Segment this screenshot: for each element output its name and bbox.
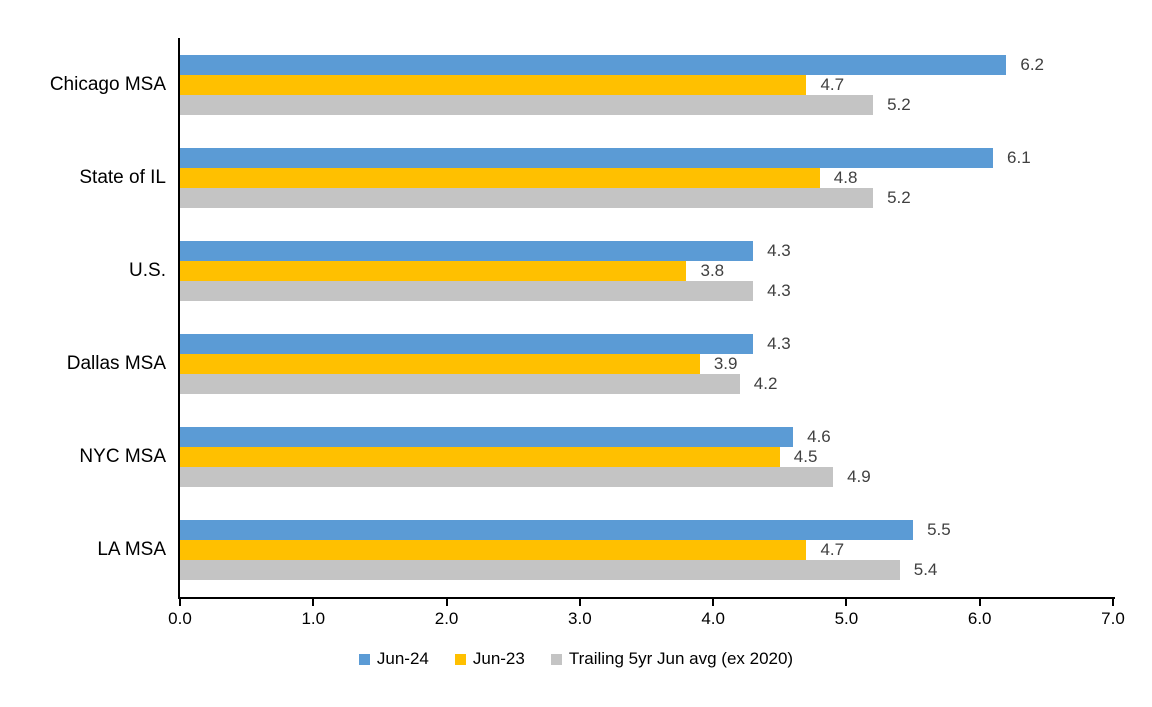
x-axis-tick	[578, 599, 581, 606]
bar-jun-24	[180, 520, 914, 541]
value-label: 4.2	[753, 374, 778, 394]
bar-jun-24	[180, 334, 754, 355]
bar-trailing-5yr-jun-avg-ex-2020-	[180, 374, 740, 395]
x-axis-tick-label: 1.0	[301, 609, 326, 628]
x-axis-line	[178, 597, 1115, 599]
bar-jun-24	[180, 147, 994, 168]
legend-swatch-icon	[454, 653, 466, 665]
value-label: 3.8	[700, 260, 725, 280]
bar-jun-23	[180, 167, 820, 188]
value-label: 4.3	[767, 334, 791, 354]
x-axis-tick-label: 3.0	[568, 609, 592, 628]
value-label: 4.7	[820, 540, 845, 560]
value-label: 4.3	[767, 280, 791, 300]
value-label: 4.9	[847, 467, 871, 487]
legend-item-jun-24: Jun-24	[358, 649, 429, 669]
value-label: 6.2	[1020, 54, 1044, 74]
legend-item-trailing-5yr-jun-avg-ex-2020-: Trailing 5yr Jun avg (ex 2020)	[550, 649, 794, 669]
bar-jun-24	[180, 54, 1007, 75]
legend-swatch-icon	[550, 653, 562, 665]
value-label: 6.1	[1007, 147, 1031, 167]
x-axis-tick-label: 6.0	[967, 609, 992, 628]
x-axis-tick	[179, 599, 181, 606]
value-label: 5.5	[927, 520, 951, 540]
legend-label: Jun-23	[472, 649, 525, 668]
legend: Jun-24 Jun-23 Trailing 5yr Jun avg (ex 202…	[0, 649, 1152, 669]
bar-trailing-5yr-jun-avg-ex-2020-	[180, 187, 874, 208]
bar-trailing-5yr-jun-avg-ex-2020-	[180, 280, 754, 301]
legend-item-jun-23: Jun-23	[454, 649, 525, 669]
bar-trailing-5yr-jun-avg-ex-2020-	[180, 94, 874, 115]
x-axis-tick-label: 0.0	[168, 609, 192, 628]
x-axis-tick	[712, 599, 715, 606]
y-axis-line	[178, 38, 180, 599]
bar-jun-23	[180, 354, 700, 375]
x-axis-tick	[1112, 599, 1114, 606]
category-label: Chicago MSA	[49, 73, 166, 95]
x-axis-tick-label: 7.0	[1101, 609, 1125, 628]
value-label: 4.3	[767, 240, 791, 260]
value-label: 5.2	[887, 187, 911, 207]
category-label: NYC MSA	[79, 446, 166, 468]
legend-label: Jun-24	[376, 649, 429, 668]
value-label: 5.4	[913, 560, 938, 580]
x-axis-tick	[445, 599, 448, 606]
category-label: State of IL	[79, 166, 166, 188]
bar-jun-24	[180, 427, 794, 448]
x-axis-tick-label: 4.0	[701, 609, 725, 628]
value-label: 4.6	[807, 427, 831, 447]
legend-label: Trailing 5yr Jun avg (ex 2020)	[568, 649, 794, 668]
x-axis-tick	[312, 599, 315, 606]
value-label: 3.9	[713, 354, 738, 374]
bar-jun-23	[180, 74, 807, 95]
value-label: 5.2	[887, 94, 911, 114]
bar-jun-23	[180, 260, 687, 281]
bar-jun-24	[180, 240, 754, 261]
category-label: Dallas MSA	[66, 353, 166, 375]
category-label: LA MSA	[97, 539, 166, 561]
value-label: 4.8	[833, 167, 858, 187]
bar-trailing-5yr-jun-avg-ex-2020-	[180, 467, 834, 488]
x-axis-tick-label: 2.0	[434, 609, 459, 628]
bar-jun-23	[180, 540, 807, 561]
bar-jun-23	[180, 447, 780, 468]
x-axis-tick-label: 5.0	[834, 609, 859, 628]
value-label: 4.5	[793, 447, 818, 467]
category-label: U.S.	[129, 259, 166, 281]
value-label: 4.7	[820, 74, 845, 94]
x-axis-tick	[845, 599, 848, 606]
x-axis-tick	[978, 599, 981, 606]
bar-trailing-5yr-jun-avg-ex-2020-	[180, 560, 900, 581]
legend-swatch-icon	[358, 653, 370, 665]
